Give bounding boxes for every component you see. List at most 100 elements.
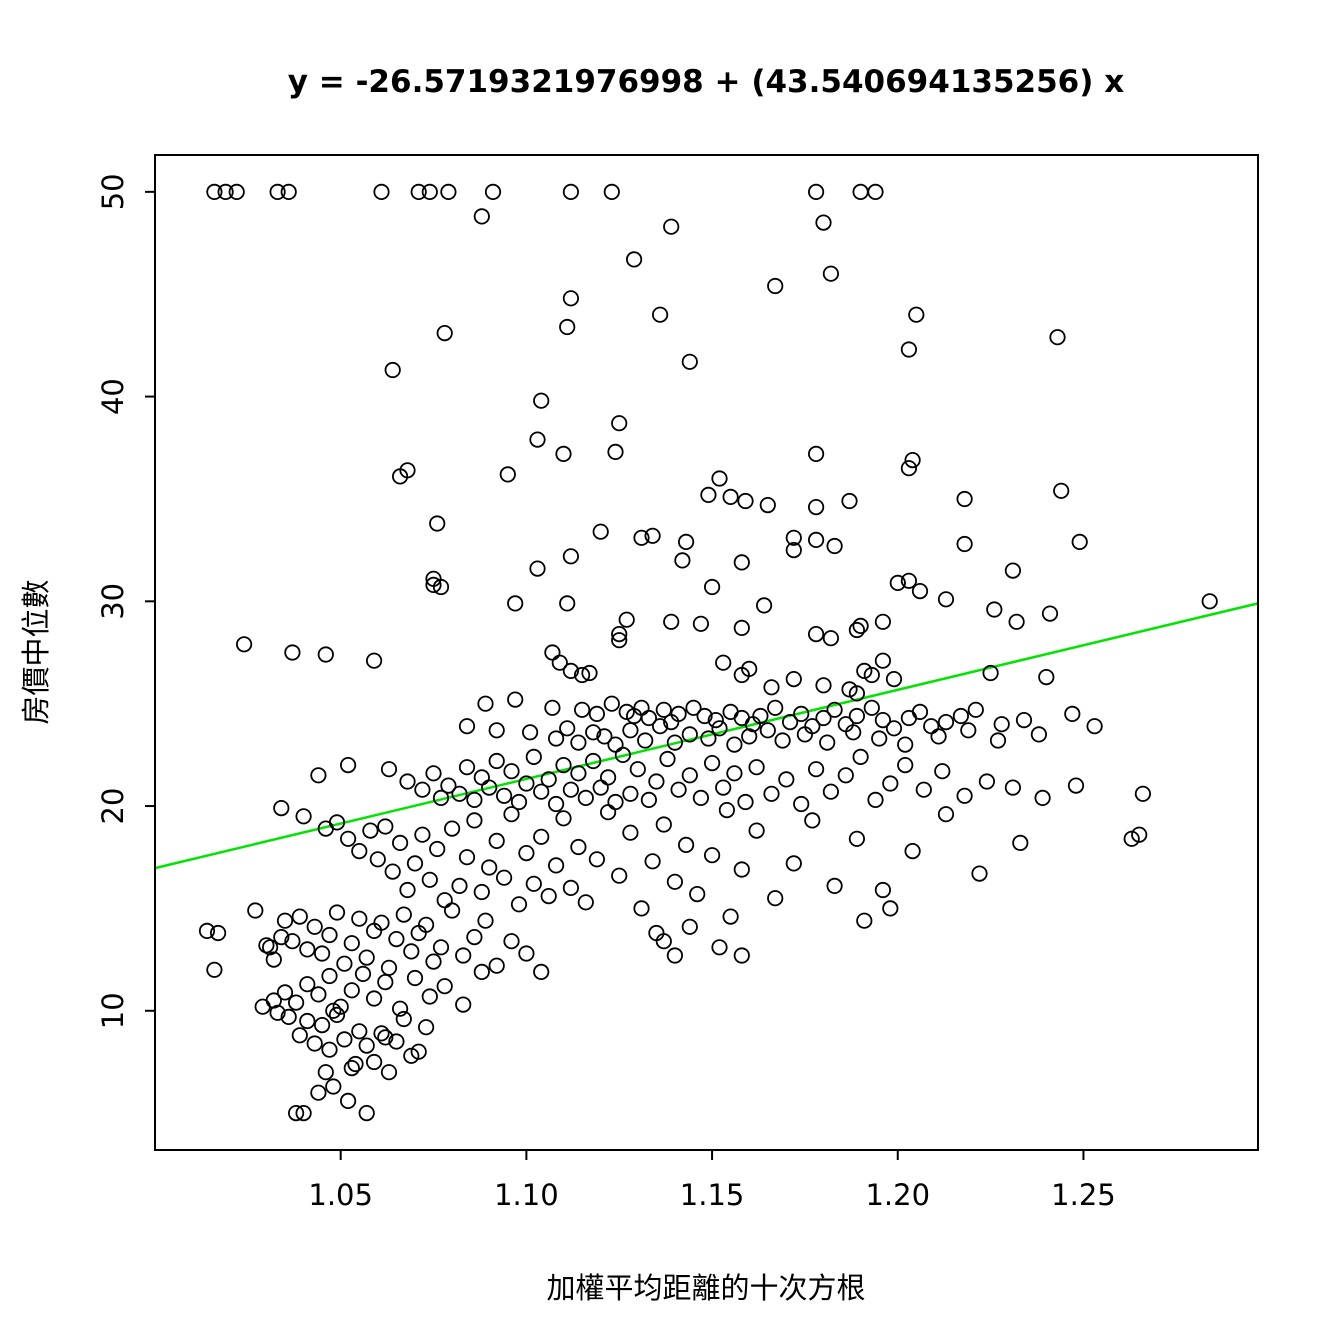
data-point [466,928,483,946]
data-point [915,781,932,798]
data-point [429,515,446,532]
data-point [217,183,234,200]
data-point [748,822,765,839]
data-point [644,853,661,870]
data-point [443,902,461,919]
data-point [607,793,624,811]
data-point [477,695,494,712]
data-point [904,842,921,860]
data-point [380,959,398,976]
data-point [510,896,528,913]
data-point [325,1002,342,1019]
data-point [265,951,282,968]
data-point [1086,718,1103,735]
data-point [596,728,613,745]
data-point [733,861,750,878]
data-point [455,947,472,964]
data-point [904,451,921,469]
data-point [521,724,539,741]
data-point [585,724,602,741]
data-point [417,916,435,933]
data-point [473,963,490,981]
data-point [510,793,528,811]
data-point [291,908,308,925]
data-point [410,183,427,200]
data-point [726,736,743,753]
data-point [336,955,353,972]
data-point [785,855,802,872]
data-point [703,847,721,864]
data-point [559,720,576,737]
data-point [559,318,576,336]
data-point [867,183,884,200]
data-point [848,621,866,639]
data-point [499,466,516,483]
data-point [848,707,866,725]
data-point [585,752,602,770]
data-point [198,922,216,940]
data-point [681,767,698,784]
data-point [299,941,316,958]
data-point [934,763,951,780]
data-point [670,705,687,723]
data-point [759,722,776,739]
data-point [466,791,483,809]
data-point [562,183,580,200]
x-tick-label: 1.15 [680,1178,745,1212]
data-point [807,445,825,462]
data-point [377,818,394,835]
data-point [796,726,814,743]
data-point [306,918,323,935]
data-point [937,591,955,608]
data-point [807,183,825,200]
data-point [488,752,505,770]
data-point [622,785,639,802]
data-point [562,290,580,307]
data-point [1034,789,1051,807]
data-point [900,572,918,589]
data-point [299,1012,316,1030]
data-point [718,801,736,819]
data-point [373,1025,390,1042]
data-point [703,578,721,596]
chart-title: y = -26.5719321976998 + (43.540694135256… [288,64,1124,100]
data-point [529,560,546,577]
data-point [358,1037,375,1054]
data-point [741,728,758,745]
data-point [677,533,695,551]
data-point [577,894,594,911]
data-point [711,470,728,487]
data-point [763,679,780,696]
data-point [544,644,561,661]
data-point [588,851,606,868]
data-point [336,1031,353,1048]
data-point [874,613,892,630]
x-tick-label: 1.05 [308,1178,373,1212]
data-point [343,982,360,999]
data-point [273,928,290,946]
data-point [815,709,832,727]
data-point [900,341,918,358]
data-point [897,756,914,774]
data-point [481,859,498,876]
data-point [429,840,446,858]
data-point [826,537,843,555]
data-point [380,1064,398,1081]
data-point [358,1105,375,1122]
data-point [856,662,873,680]
data-point [1008,613,1025,630]
data-point [607,736,624,753]
data-point [685,699,702,716]
data-point [369,851,386,868]
data-point [592,779,609,796]
data-point [841,492,858,510]
data-point [321,967,338,985]
data-point [284,644,301,661]
data-point [1134,785,1152,802]
data-point [488,722,505,739]
data-point [562,662,580,680]
data-point [384,863,401,880]
data-point [236,636,253,653]
data-point [503,806,520,823]
